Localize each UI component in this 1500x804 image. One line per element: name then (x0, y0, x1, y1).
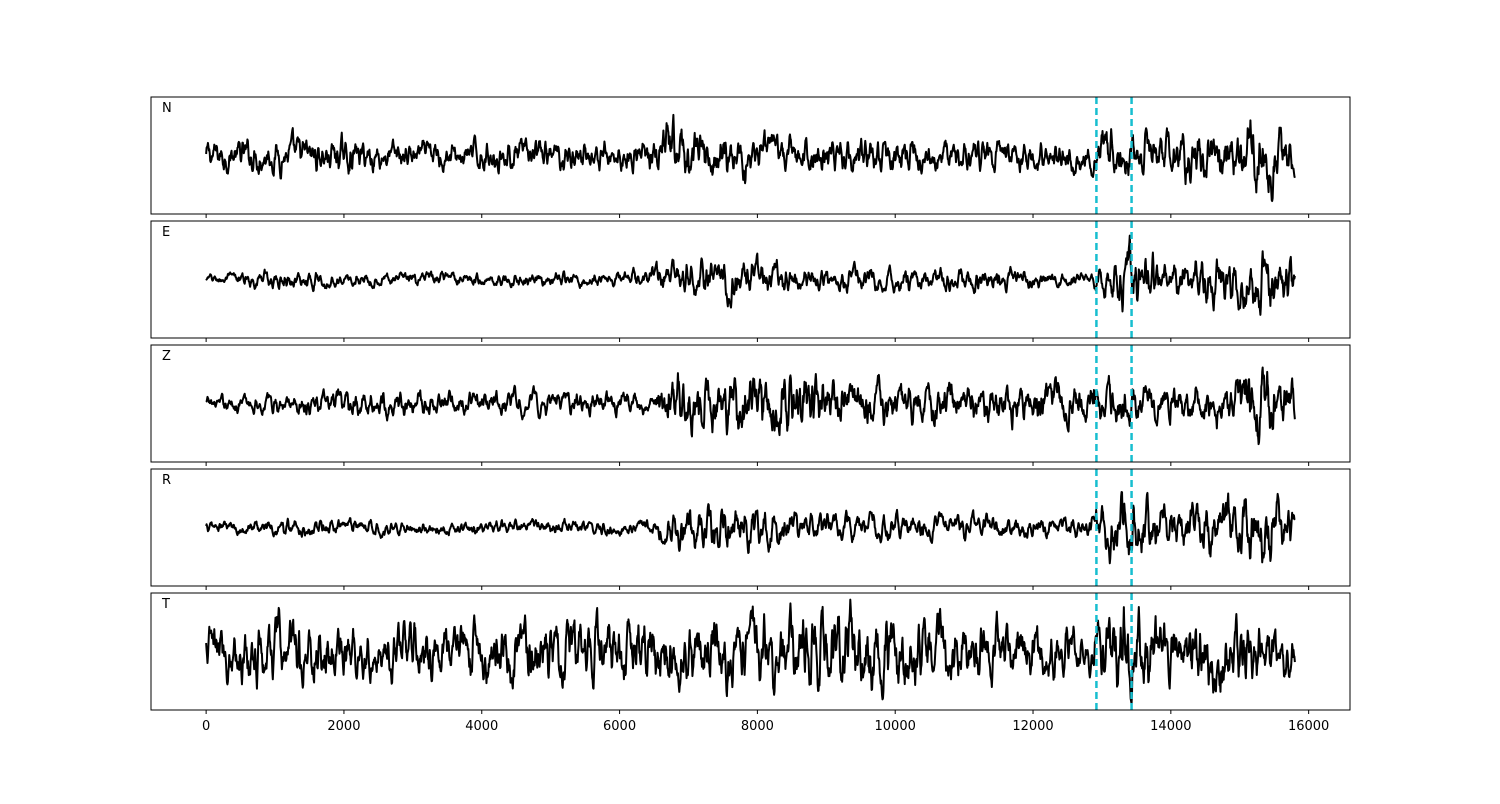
x-tick-label: 10000 (875, 719, 916, 734)
waveform-z (205, 366, 1296, 446)
panel-label-n: N (162, 101, 172, 116)
x-tick-label: 8000 (741, 719, 774, 734)
panel-n: N (150, 96, 1351, 218)
waveform-e (205, 234, 1296, 316)
x-tick-label: 12000 (1012, 719, 1053, 734)
x-tick-label: 6000 (603, 719, 636, 734)
panel-label-t: T (161, 597, 170, 612)
x-tick-label: 0 (202, 719, 210, 734)
panel-frame (150, 96, 1351, 215)
panel-frame (150, 344, 1351, 463)
panel-e: E (150, 220, 1351, 342)
panel-frame (150, 592, 1351, 711)
panel-frame (150, 468, 1351, 587)
waveform-n (205, 113, 1296, 203)
panel-z: Z (150, 344, 1351, 466)
panel-label-r: R (162, 473, 171, 488)
x-tick-label: 16000 (1288, 719, 1329, 734)
x-tick-label: 4000 (465, 719, 498, 734)
panel-label-z: Z (162, 349, 171, 364)
waveform-r (205, 491, 1296, 565)
panel-frame (150, 220, 1351, 339)
x-tick-label: 2000 (327, 719, 360, 734)
panel-label-e: E (162, 225, 170, 240)
x-tick-label: 14000 (1150, 719, 1191, 734)
waveform-t (205, 598, 1296, 705)
panel-r: R (150, 468, 1351, 590)
panel-t: T (150, 592, 1351, 714)
